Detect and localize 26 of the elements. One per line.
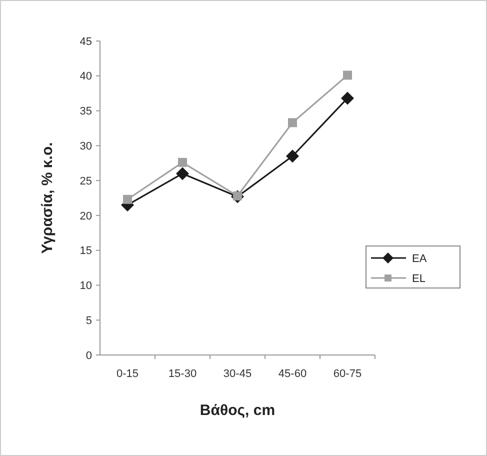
x-tick-label: 0-15 [116,368,139,380]
point [178,158,187,167]
x-tick-label: 60-75 [333,368,362,380]
point [176,167,189,180]
y-tick-label: 5 [86,314,92,327]
point [343,70,352,80]
y-tick-label: 30 [80,140,92,153]
point [286,150,299,163]
legend-label: EL [412,272,426,285]
x-axis-title: Βάθος, cm [200,402,276,419]
point [288,118,297,128]
y-tick-label: 45 [80,36,92,48]
legend-label: EA [412,252,428,265]
y-axis-title: Υγρασία, % κ.ο. [39,142,56,254]
y-tick-label: 40 [80,70,92,83]
x-tick-label: 15-30 [168,368,197,380]
y-tick-label: 25 [80,175,92,188]
y-tick-label: 10 [80,280,92,292]
y-tick-label: 20 [80,210,92,222]
point [123,194,132,204]
point [341,92,354,105]
x-tick-label: 30-45 [223,368,252,380]
y-tick-label: 0 [86,350,92,362]
x-tick-label: 45-60 [278,368,307,380]
y-tick-label: 35 [80,106,92,118]
y-tick-label: 15 [80,245,92,258]
